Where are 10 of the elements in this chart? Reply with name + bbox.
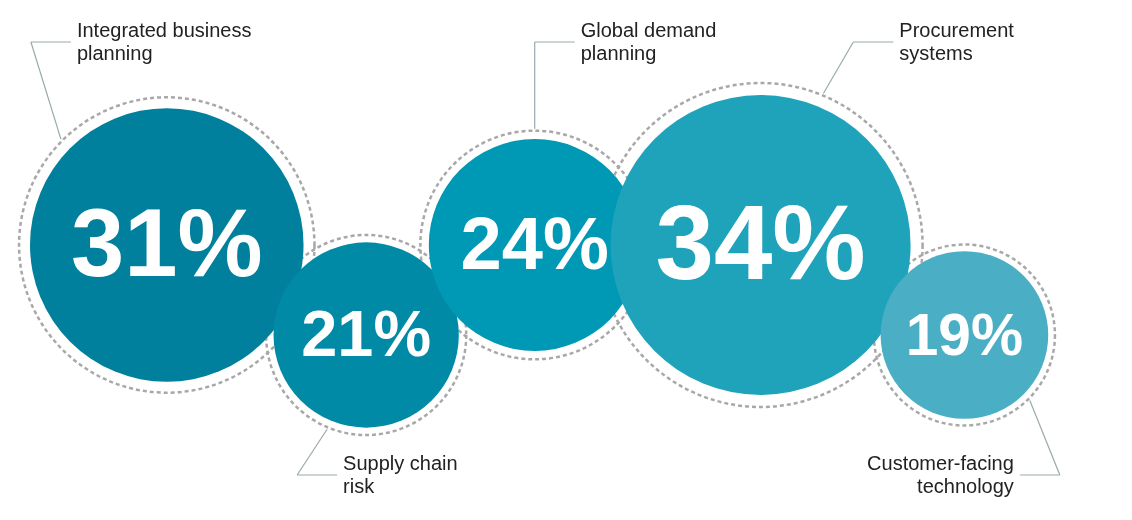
category-label: Customer-facing technology — [867, 452, 1014, 497]
category-label: Supply chain risk — [343, 452, 458, 497]
data-label: 34% — [655, 184, 866, 301]
data-label: 21% — [301, 297, 432, 370]
data-label: 24% — [460, 202, 609, 285]
data-label: 19% — [905, 302, 1024, 367]
data-label: 31% — [70, 189, 263, 296]
category-label: Integrated business planning — [76, 19, 252, 64]
category-label: Procurement systems — [899, 19, 1015, 64]
category-label: Global demand planning — [580, 19, 717, 64]
